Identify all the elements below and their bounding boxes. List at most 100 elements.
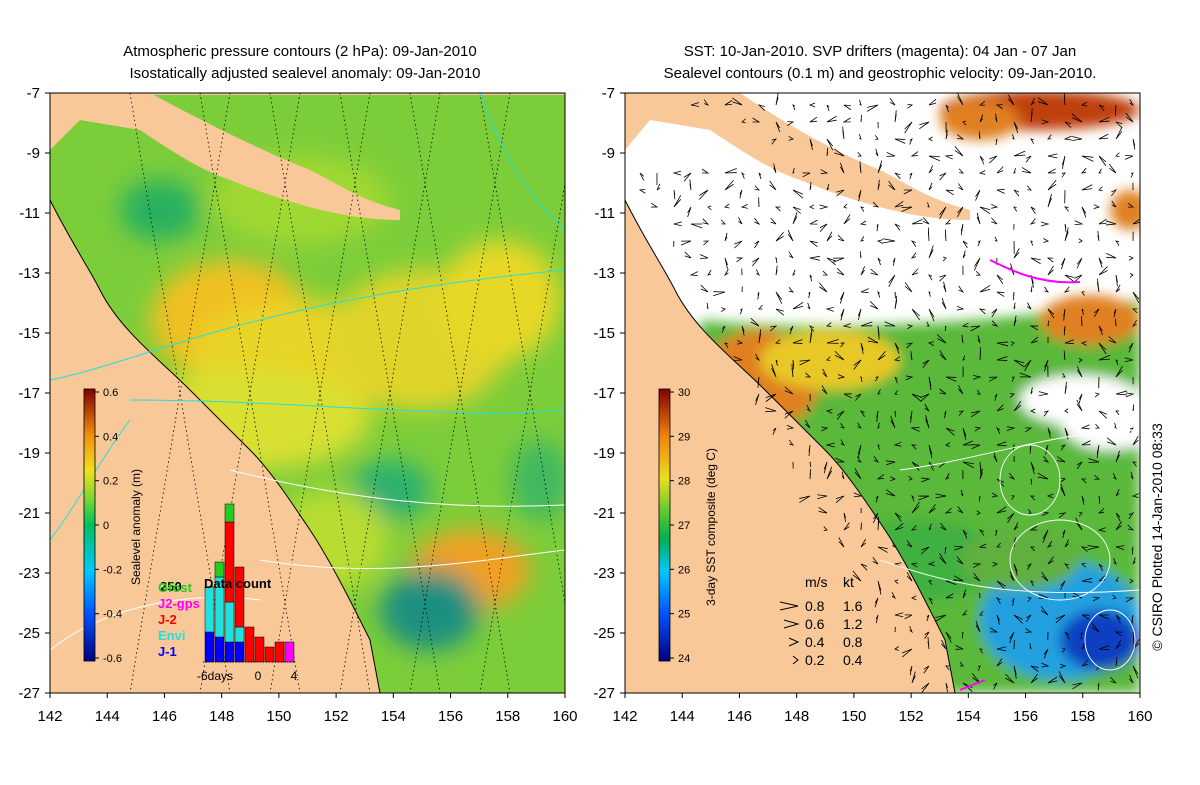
colorbar-tick-label: 0.6 bbox=[103, 387, 118, 399]
data-count-bar bbox=[215, 637, 224, 662]
velocity-key-kt: 0.4 bbox=[843, 652, 863, 668]
x-tick-label: 150 bbox=[266, 708, 291, 725]
right-colorbar-ramp bbox=[659, 389, 670, 661]
data-count-x-label: -6days bbox=[197, 669, 233, 683]
x-tick-label: 156 bbox=[438, 708, 463, 725]
data-count-bar bbox=[225, 642, 234, 662]
x-tick-label: 154 bbox=[956, 708, 981, 725]
y-tick-label: -15 bbox=[593, 325, 615, 342]
y-tick-label: -7 bbox=[27, 85, 40, 102]
data-count-bar bbox=[225, 602, 234, 642]
velocity-key-header-ms: m/s bbox=[805, 574, 828, 590]
data-count-legend-item: Envi bbox=[158, 628, 185, 643]
colorbar-tick-label: 29 bbox=[678, 431, 690, 443]
left-y-axis: -7 -9 -11 -13 -15 -17 -19 -21 -23 -25 -27 bbox=[18, 85, 50, 702]
y-tick-label: -17 bbox=[18, 385, 40, 402]
velocity-arrow bbox=[1115, 319, 1116, 326]
x-tick-label: 146 bbox=[727, 708, 752, 725]
x-tick-label: 144 bbox=[670, 708, 695, 725]
left-map bbox=[50, 93, 580, 693]
data-count-x-label: 4 bbox=[291, 669, 298, 683]
y-tick-label: -25 bbox=[18, 625, 40, 642]
x-tick-label: 158 bbox=[1070, 708, 1095, 725]
data-count-bar bbox=[285, 642, 294, 662]
y-tick-label: -19 bbox=[593, 445, 615, 462]
right-y-axis: -7-9-11-13-15-17-19-21-23-25-27 bbox=[593, 85, 625, 702]
data-count-legend-item: J2-gps bbox=[158, 596, 200, 611]
velocity-key-header-kt: kt bbox=[843, 574, 854, 590]
velocity-key-kt: 1.6 bbox=[843, 598, 863, 614]
data-count-bar bbox=[235, 627, 244, 642]
right-x-axis: 142 144 146 148 150 152 154 156 158 160 bbox=[612, 693, 1152, 725]
y-tick-label: -21 bbox=[18, 505, 40, 522]
y-tick-label: -23 bbox=[593, 565, 615, 582]
y-tick-label: -9 bbox=[27, 145, 40, 162]
colorbar-tick-label: 0.2 bbox=[103, 476, 118, 488]
x-tick-label: 146 bbox=[152, 708, 177, 725]
right-title-line2: Sealevel contours (0.1 m) and geostrophi… bbox=[664, 65, 1097, 82]
data-count-bar bbox=[255, 637, 264, 662]
x-tick-label: 148 bbox=[209, 708, 234, 725]
velocity-key-ms: 0.6 bbox=[805, 616, 825, 632]
colorbar-tick-label: 0.4 bbox=[103, 431, 118, 443]
data-count-bar bbox=[205, 632, 214, 662]
x-tick-label: 150 bbox=[841, 708, 866, 725]
right-colorbar-label: 3-day SST composite (deg C) bbox=[704, 448, 718, 606]
data-count-legend-item: Gfost bbox=[158, 580, 193, 595]
colorbar-tick-label: -0.4 bbox=[103, 609, 122, 621]
y-tick-label: -19 bbox=[18, 445, 40, 462]
y-tick-label: -17 bbox=[593, 385, 615, 402]
y-tick-label: -9 bbox=[602, 145, 615, 162]
y-tick-label: -15 bbox=[18, 325, 40, 342]
left-colorbar-ramp bbox=[84, 389, 95, 661]
velocity-key-kt: 0.8 bbox=[843, 634, 863, 650]
data-count-bar bbox=[205, 587, 214, 632]
data-count-bar bbox=[275, 642, 284, 662]
right-title-line1: SST: 10-Jan-2010. SVP drifters (magenta)… bbox=[684, 43, 1076, 60]
x-tick-label: 154 bbox=[381, 708, 406, 725]
x-tick-label: 148 bbox=[784, 708, 809, 725]
x-tick-label: 160 bbox=[1127, 708, 1152, 725]
velocity-key-ms: 0.4 bbox=[805, 634, 825, 650]
data-count-bar bbox=[245, 627, 254, 662]
velocity-key-ms: 0.8 bbox=[805, 598, 825, 614]
x-tick-label: 142 bbox=[37, 708, 62, 725]
colorbar-tick-label: 24 bbox=[678, 653, 690, 665]
left-title-line1: Atmospheric pressure contours (2 hPa): 0… bbox=[123, 43, 477, 60]
data-count-x-label: 0 bbox=[255, 669, 262, 683]
y-tick-label: -23 bbox=[18, 565, 40, 582]
x-tick-label: 144 bbox=[95, 708, 120, 725]
y-tick-label: -13 bbox=[18, 265, 40, 282]
colorbar-tick-label: 30 bbox=[678, 387, 690, 399]
y-tick-label: -27 bbox=[593, 685, 615, 702]
x-tick-label: 156 bbox=[1013, 708, 1038, 725]
colorbar-tick-label: 25 bbox=[678, 609, 690, 621]
colorbar-tick-label: -0.6 bbox=[103, 653, 122, 665]
x-tick-label: 142 bbox=[612, 708, 637, 725]
data-count-bar bbox=[265, 647, 274, 662]
y-tick-label: -7 bbox=[602, 85, 615, 102]
data-count-bar bbox=[225, 504, 234, 522]
y-tick-label: -27 bbox=[18, 685, 40, 702]
data-count-bar bbox=[235, 642, 244, 662]
left-title-line2: Isostatically adjusted sealevel anomaly:… bbox=[129, 65, 480, 82]
credit-text: © CSIRO Plotted 14-Jan-2010 08:33 bbox=[1149, 423, 1165, 651]
data-count-bar bbox=[215, 562, 224, 577]
left-colorbar-label: Sealevel anomaly (m) bbox=[129, 469, 143, 585]
velocity-arrow bbox=[1013, 292, 1014, 300]
colorbar-tick-label: 26 bbox=[678, 564, 690, 576]
colorbar-tick-label: 0 bbox=[103, 520, 109, 532]
x-tick-label: 152 bbox=[899, 708, 924, 725]
y-tick-label: -21 bbox=[593, 505, 615, 522]
data-count-title: Data count bbox=[204, 576, 272, 591]
data-count-legend-item: J-2 bbox=[158, 612, 177, 627]
velocity-key-kt: 1.2 bbox=[843, 616, 863, 632]
x-tick-label: 152 bbox=[324, 708, 349, 725]
velocity-key-ms: 0.2 bbox=[805, 652, 825, 668]
y-tick-label: -11 bbox=[19, 205, 40, 222]
data-count-legend-item: J-1 bbox=[158, 644, 177, 659]
y-tick-label: -11 bbox=[594, 205, 615, 222]
